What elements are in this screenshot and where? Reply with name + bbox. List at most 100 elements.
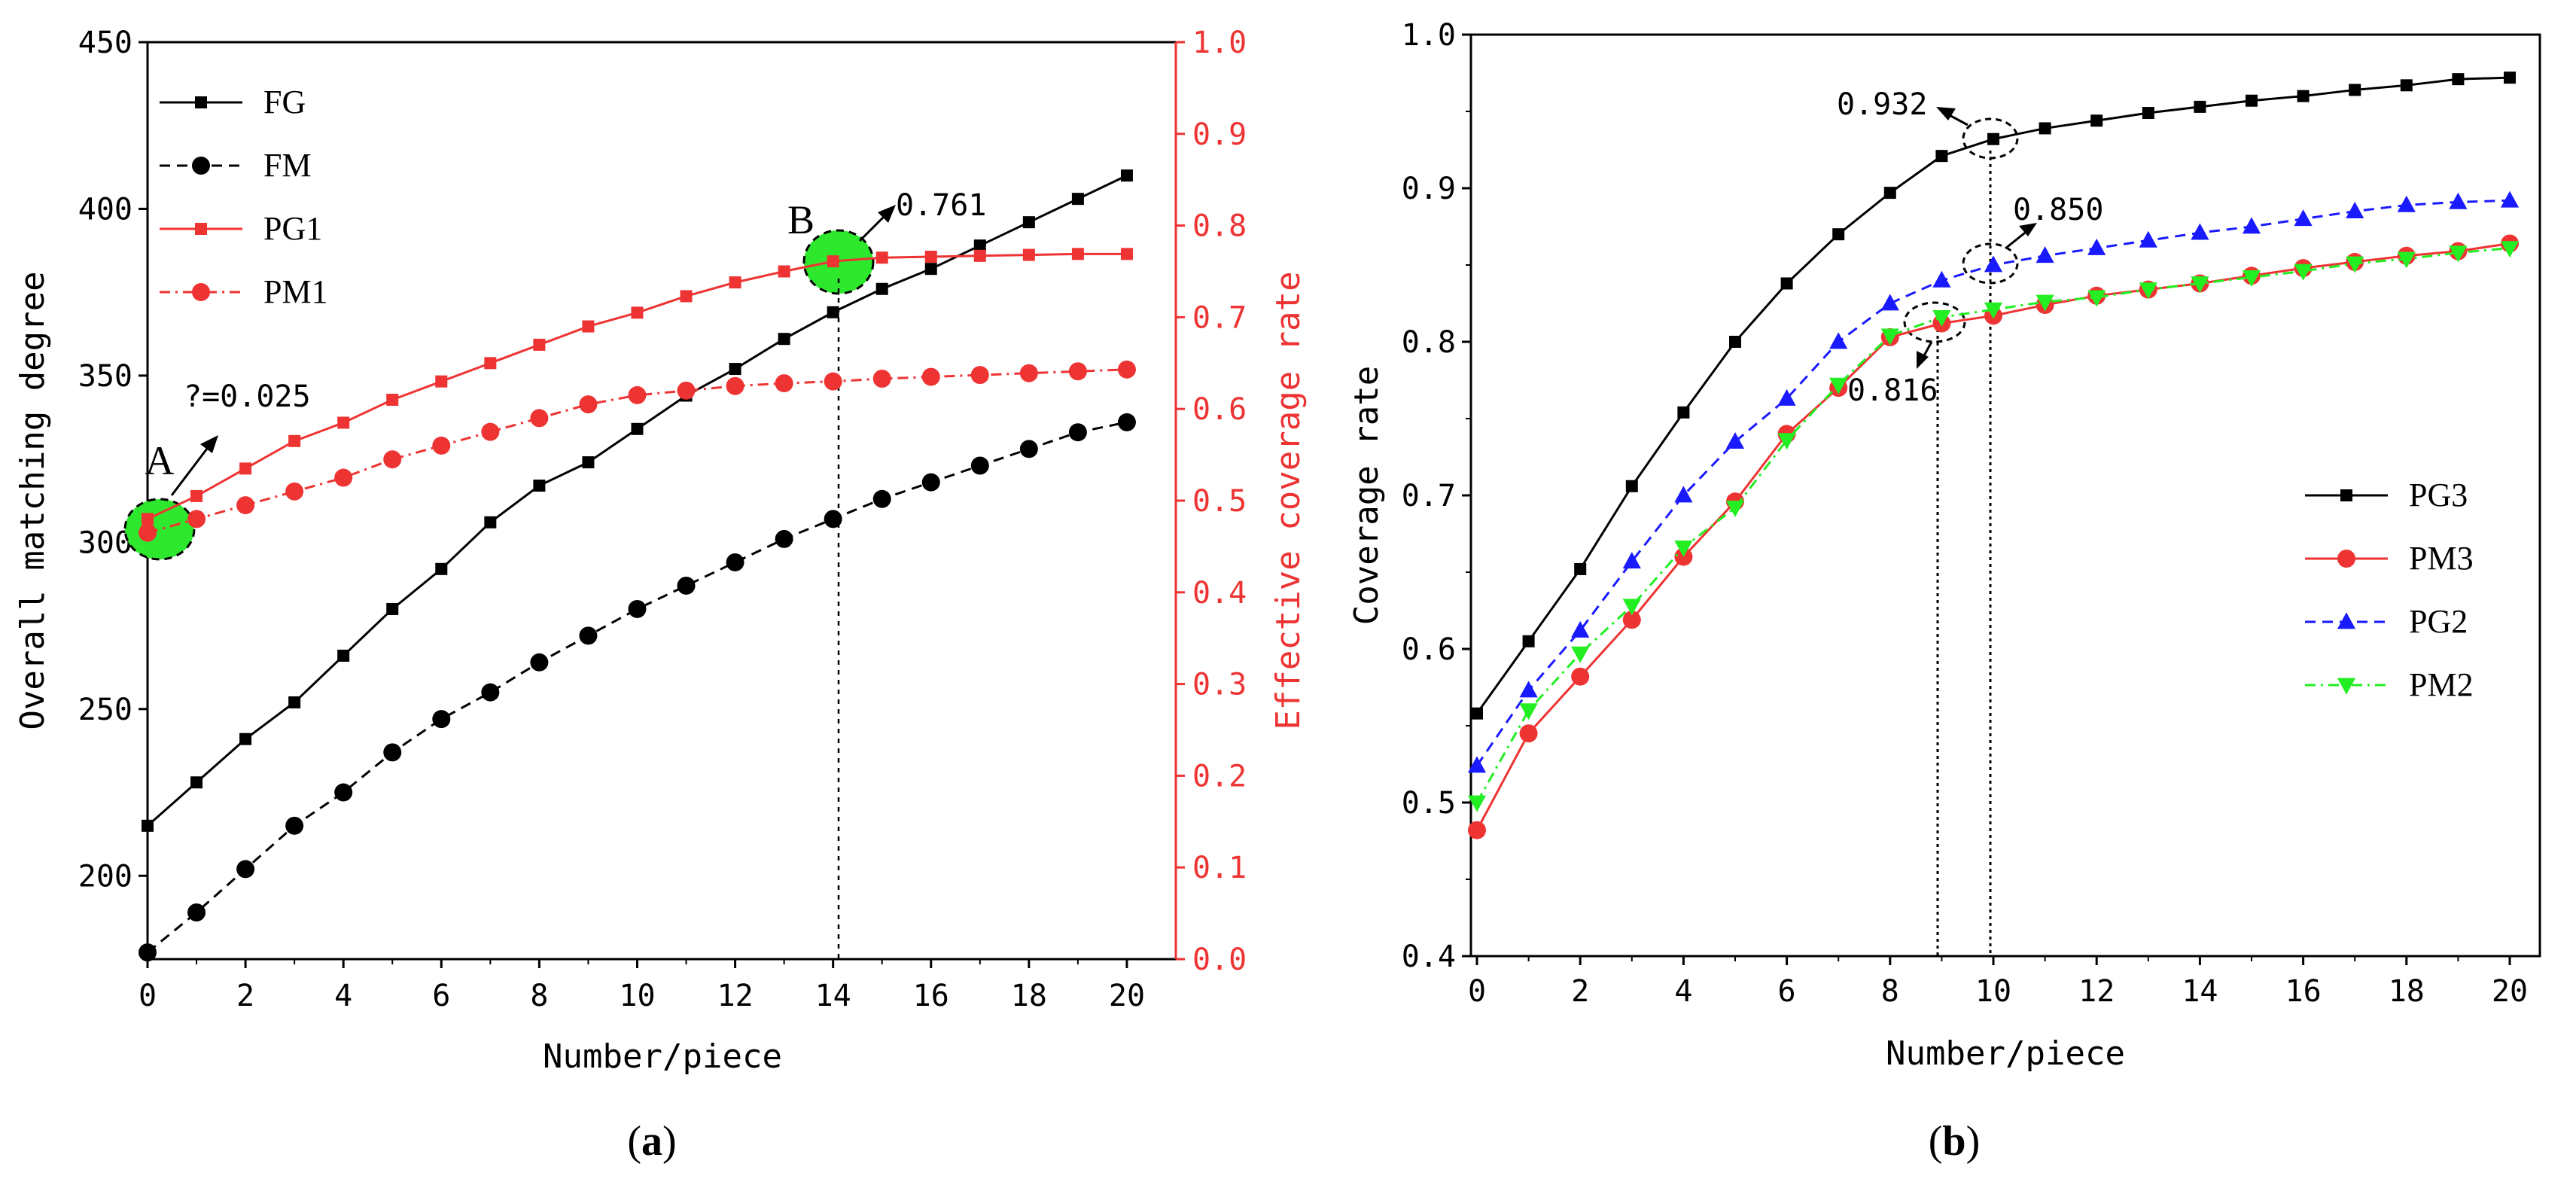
legend-label-FG: FG	[263, 84, 306, 120]
annotations-underlay-a	[123, 229, 875, 959]
label-B: B	[787, 197, 815, 242]
data-point-FM	[677, 576, 696, 595]
data-point-PM2	[1571, 646, 1590, 663]
legend-a: FG FM PG1 PM1	[160, 84, 328, 310]
data-point-FG	[190, 776, 203, 789]
data-point-PG1	[386, 394, 399, 407]
x-ticks-b: 0 2 4 6 8 10 12 14 16 18 20	[1468, 956, 2528, 1009]
arrow-0850	[2005, 229, 2029, 250]
data-point-FM	[726, 553, 744, 571]
y-tick-label-b: 0.8	[1402, 325, 1456, 360]
data-point-PG1	[875, 251, 888, 264]
y-ticks-right-a: 0.0 0.1 0.2 0.3 0.4 0.5 0.6 0.7 0.8 0.9 1.0	[1176, 26, 1247, 977]
data-point-PM2	[1622, 599, 1641, 616]
y-tick-label-left-a: 200	[78, 859, 132, 894]
legend-marker-FM	[192, 157, 210, 175]
value-a: ?=0.025	[184, 379, 311, 414]
x-ticks-a: 0 2 4 6 8 10 12 14 16 18 20	[139, 959, 1145, 1013]
legend-label-PM2: PM2	[2409, 666, 2474, 703]
data-point-PM2	[1777, 433, 1796, 450]
y-tick-label-right-a: 0.2	[1192, 759, 1247, 793]
legend-marker-PM1	[192, 283, 210, 301]
data-point-PG1	[239, 462, 252, 475]
data-point-PG2	[1984, 255, 2003, 273]
data-point-PM2	[2242, 270, 2261, 287]
x-tick-label-b: 12	[2078, 974, 2115, 1009]
x-tick-label-a: 12	[717, 979, 753, 1013]
data-point-PM2	[2036, 294, 2054, 312]
data-point-PM2	[1829, 377, 1848, 394]
data-point-PG2	[1725, 431, 1745, 449]
data-point-PG1	[827, 255, 839, 268]
x-tick-label-a: 18	[1011, 979, 1047, 1013]
data-point-PM2	[1674, 541, 1693, 558]
data-point-FG	[827, 306, 839, 318]
data-point-PG1	[288, 434, 301, 447]
data-point-PG2	[1571, 620, 1590, 638]
data-point-FG	[729, 363, 741, 376]
data-point-PM1	[432, 436, 451, 455]
panel-b: 0 2 4 6 8 10 12 14 16 18 20 0.40.50.60.70.80.91.0 …	[1347, 18, 2541, 1165]
legend-marker-FG	[195, 96, 207, 108]
data-point-PM1	[677, 381, 696, 400]
data-point-FG	[484, 516, 497, 528]
series-a	[139, 169, 1136, 962]
y-tick-label-right-a: 1.0	[1192, 26, 1247, 60]
data-point-PM1	[775, 374, 793, 393]
data-point-FM	[775, 529, 793, 548]
x-tick-label-a: 2	[236, 979, 254, 1013]
data-point-PG1	[729, 276, 741, 289]
data-point-FG	[1120, 169, 1133, 182]
data-point-PM3	[1519, 724, 1538, 743]
data-point-FG	[288, 696, 301, 708]
data-point-PG3	[1935, 150, 1948, 163]
data-point-PM3	[1622, 611, 1641, 629]
data-point-PG2	[2191, 223, 2209, 240]
data-point-FG	[924, 263, 937, 276]
data-point-FG	[435, 562, 448, 575]
data-point-PM3	[1571, 667, 1590, 686]
data-point-PM2	[2449, 245, 2468, 263]
data-point-PG2	[2036, 246, 2054, 263]
y-ticks-b: 0.4 0.5 0.6 0.7 0.8 0.9 1.0	[1402, 18, 1471, 974]
data-point-FG	[778, 333, 790, 346]
data-point-FM	[872, 489, 891, 508]
data-point-FM	[824, 510, 842, 528]
x-tick-label-b: 2	[1571, 974, 1589, 1009]
data-point-PM3	[1468, 821, 1486, 839]
data-point-FG	[1071, 193, 1084, 206]
data-point-PM1	[383, 450, 402, 469]
legend-b: PG3 PM3 PG2 PM2	[2305, 477, 2474, 703]
data-point-FM	[383, 743, 402, 762]
data-point-PM1	[1117, 360, 1136, 379]
data-point-PG3	[2090, 114, 2103, 127]
data-point-PM1	[726, 376, 744, 395]
data-point-FG	[875, 282, 888, 295]
data-point-PG1	[973, 249, 986, 262]
arrow-b	[858, 212, 888, 242]
data-point-PG3	[2400, 79, 2413, 92]
data-point-PG1	[631, 306, 644, 319]
x-tick-label-b: 10	[1975, 974, 2011, 1009]
caption-a-letter: a	[641, 1118, 662, 1165]
data-point-PM2	[1519, 703, 1538, 720]
data-point-PG2	[1880, 294, 1899, 311]
data-point-PG2	[2294, 209, 2313, 227]
circle-0816	[1903, 301, 1966, 343]
data-point-FM	[236, 860, 255, 879]
data-point-PG2	[1777, 388, 1796, 406]
series-line-FM	[147, 421, 1128, 954]
y-tick-label-b: 0.6	[1402, 632, 1456, 667]
y-tick-label-right-a: 0.5	[1192, 484, 1247, 519]
y-tick-label-right-a: 0.8	[1192, 209, 1247, 244]
value-0932: 0.932	[1837, 87, 1927, 122]
data-point-PM2	[2397, 251, 2416, 269]
caption-b: (b)	[1929, 1118, 1980, 1165]
data-point-PG2	[1519, 681, 1538, 698]
data-point-PG2	[2449, 192, 2468, 209]
legend-marker-PG3	[2340, 489, 2352, 501]
data-point-PG3	[2194, 100, 2206, 113]
x-tick-label-a: 16	[913, 979, 949, 1013]
data-point-PG2	[1829, 332, 1848, 349]
